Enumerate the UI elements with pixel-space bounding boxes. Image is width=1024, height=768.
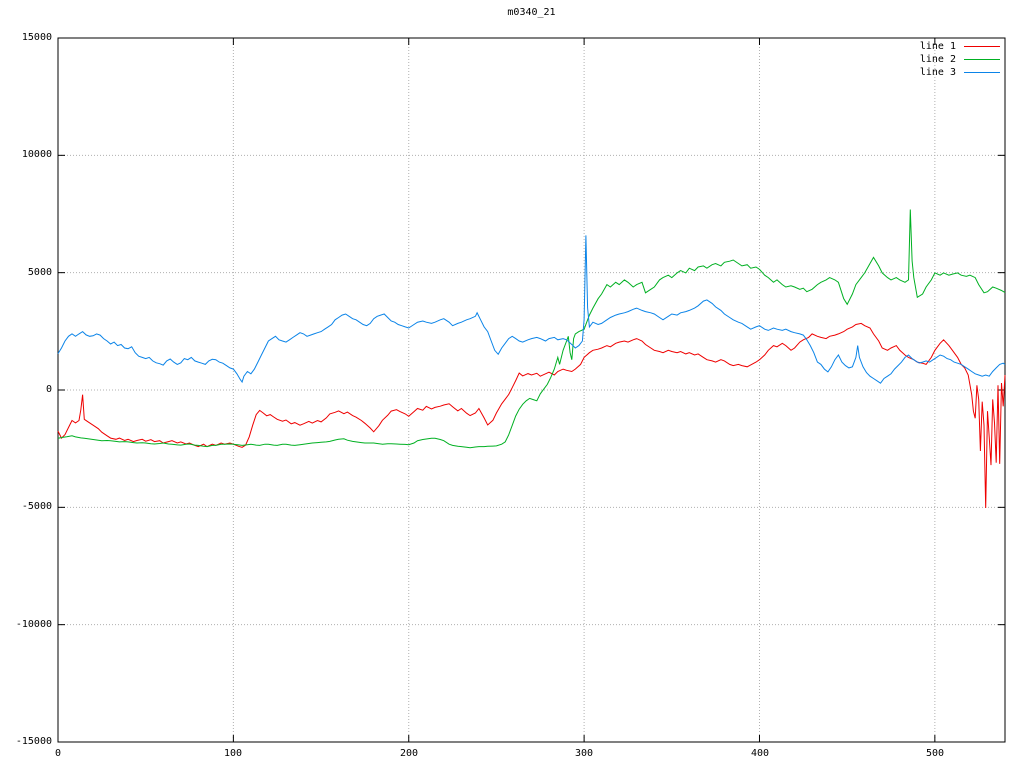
axis-ticks xyxy=(57,37,1005,743)
x-tick-label: 400 xyxy=(750,748,770,759)
x-tick-label: 200 xyxy=(399,748,419,759)
x-tick-label: 0 xyxy=(54,748,62,759)
y-tick-label: -5000 xyxy=(21,501,52,512)
y-tick-label: 15000 xyxy=(21,32,52,43)
y-tick-label: 10000 xyxy=(21,149,52,160)
legend-swatch-2 xyxy=(964,59,1000,60)
legend-swatch-1 xyxy=(964,46,1000,47)
series-line-3 xyxy=(57,235,1006,384)
y-tick-label: 0 xyxy=(45,384,52,395)
x-tick-label: 100 xyxy=(223,748,243,759)
x-tick-label: 300 xyxy=(574,748,594,759)
legend-row: line 1 xyxy=(920,40,1000,53)
gridlines xyxy=(58,38,1005,742)
y-tick-label: -15000 xyxy=(15,736,52,747)
x-tick-label: 500 xyxy=(925,748,945,759)
series-line-1 xyxy=(57,322,1006,509)
series-line-2 xyxy=(57,209,1006,449)
y-tick-label: -10000 xyxy=(15,619,52,630)
legend-swatch-3 xyxy=(964,72,1000,73)
legend-label-2: line 2 xyxy=(919,54,956,65)
legend-label-3: line 3 xyxy=(919,67,956,78)
legend-row: line 2 xyxy=(920,53,1000,66)
legend-row: line 3 xyxy=(920,66,1000,79)
legend: line 1 line 2 line 3 xyxy=(920,40,1000,79)
legend-label-1: line 1 xyxy=(919,41,956,52)
chart-title: m0340_21 xyxy=(507,7,556,18)
y-tick-label: 5000 xyxy=(27,267,52,278)
